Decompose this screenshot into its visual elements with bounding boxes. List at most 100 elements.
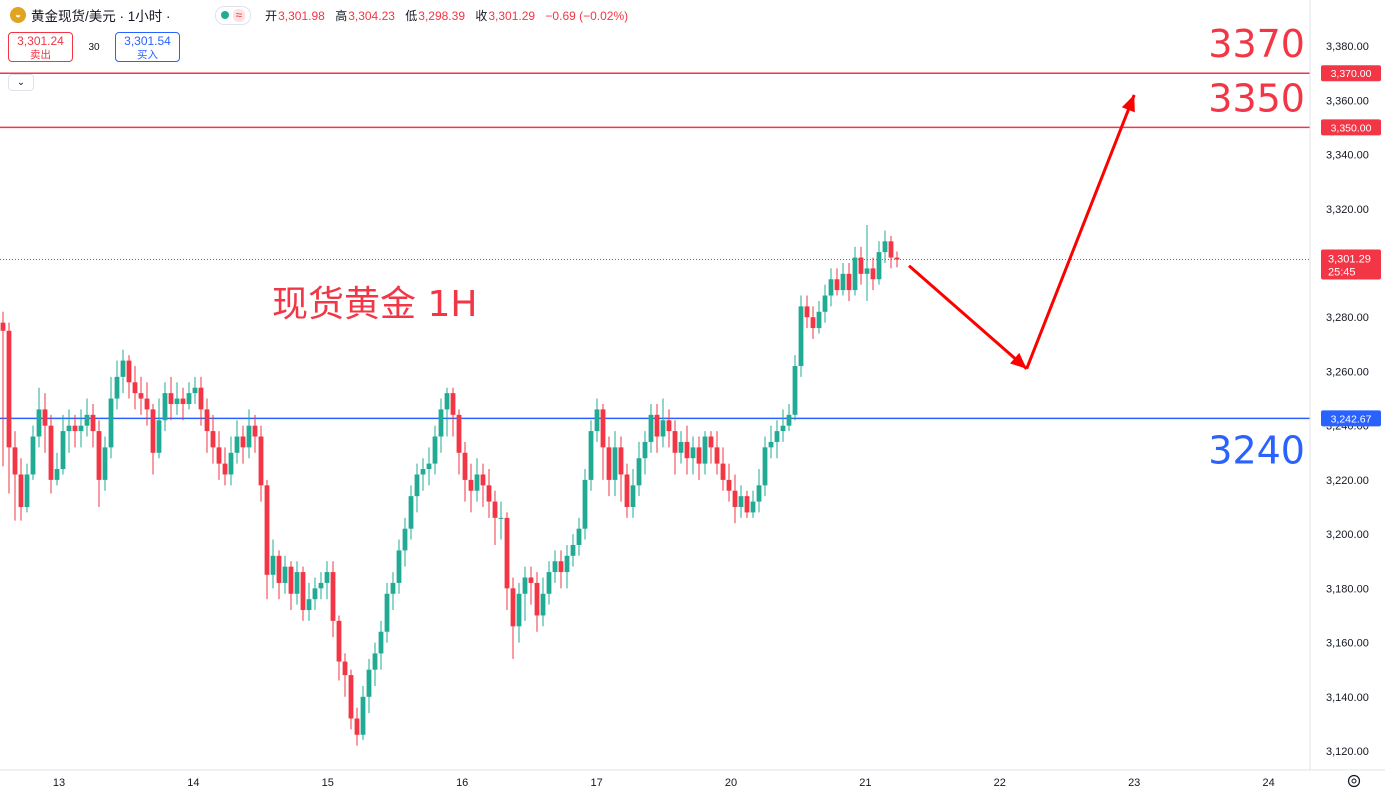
time-tick-label: 15 (322, 777, 334, 789)
time-axis[interactable]: 13 14 15 16 17 20 21 22 23 24 (53, 777, 1275, 789)
candle-body (486, 485, 492, 502)
symbol-title[interactable]: 黄金现货/美元 · 1小时 · (31, 9, 171, 24)
level-big-label: 3350 (1208, 76, 1305, 120)
candle-body (126, 360, 132, 383)
candle-body (306, 599, 312, 611)
trade-panel: 3,301.24 卖出 30 3,301.54 买入 (8, 32, 180, 62)
candle-body (504, 517, 510, 589)
candle-body (90, 414, 96, 432)
candle-body (678, 441, 684, 453)
level-price-tag-label: 3,350.00 (1331, 122, 1372, 134)
settings-gear-icon[interactable] (1347, 774, 1361, 788)
candle-body (414, 474, 420, 497)
current-price-tag (1321, 249, 1381, 280)
candle-body (252, 425, 258, 437)
candle-body (726, 479, 732, 491)
level-big-label: 3240 (1208, 428, 1305, 472)
candle-body (828, 279, 834, 296)
candle-body (690, 447, 696, 459)
candle-body (462, 452, 468, 480)
candle-body (192, 387, 198, 394)
candle-body (714, 447, 720, 464)
candle-body (540, 593, 546, 616)
candle-body (420, 469, 426, 475)
spread-value: 30 (88, 41, 100, 53)
collapse-toggle[interactable]: ⌄ (8, 74, 34, 91)
candle-body (0, 322, 6, 331)
candle-body (168, 393, 174, 404)
price-tick-label: 3,160.00 (1326, 638, 1369, 650)
candle-body (240, 436, 246, 448)
candle-body (228, 452, 234, 475)
candle-body (234, 436, 240, 453)
candle-body (222, 463, 228, 475)
candle-body (816, 311, 822, 329)
candle-body (744, 496, 750, 513)
candle-body (888, 241, 894, 258)
high-value: 3,304.23 (348, 8, 395, 23)
sell-button[interactable]: 3,301.24 卖出 (8, 32, 73, 62)
price-tick-label: 3,360.00 (1326, 95, 1369, 107)
price-tick-label: 3,180.00 (1326, 583, 1369, 595)
candle-body (432, 436, 438, 464)
candle-body (30, 436, 36, 475)
candle-body (312, 588, 318, 600)
candle-body (738, 496, 744, 508)
market-status-pill[interactable]: ≈ (214, 5, 252, 25)
chevron-down-icon: ⌄ (16, 77, 26, 88)
candle-body (498, 517, 504, 519)
candle-body (558, 561, 564, 573)
candle-body (810, 317, 816, 329)
candle-body (438, 409, 444, 437)
candle-body (684, 441, 690, 459)
candle-body (444, 393, 450, 410)
forecast-arrow-up-head (1121, 94, 1135, 113)
sell-price: 3,301.24 (17, 34, 64, 48)
candle-body (336, 620, 342, 662)
candle-body (198, 387, 204, 410)
candle-body (366, 669, 372, 697)
candle-body (798, 306, 804, 367)
forecast-arrow-down-head (1010, 352, 1027, 369)
candle-body (720, 463, 726, 480)
price-axis[interactable]: 3,120.00 3,140.00 3,160.00 3,180.00 3,200.00… (1326, 41, 1369, 758)
candle-body (516, 593, 522, 627)
candle-body (660, 420, 666, 437)
time-tick-label: 22 (994, 777, 1006, 789)
high-label: 高 (335, 8, 348, 23)
candle-body (342, 661, 348, 676)
level-price-tag (1321, 410, 1381, 427)
open-label: 开 (265, 8, 278, 23)
candle-body (78, 425, 84, 432)
candle-body (48, 425, 54, 480)
candle-body (102, 447, 108, 480)
candle-body (120, 360, 126, 377)
candle-body (156, 420, 162, 453)
candle-body (150, 409, 156, 453)
candle-body (846, 273, 852, 291)
candle-body (894, 257, 900, 260)
candle-body (780, 425, 786, 432)
candle-body (612, 447, 618, 480)
candle-body (792, 366, 798, 415)
candle-body (324, 572, 330, 583)
candle-body (390, 582, 396, 594)
price-tick-label: 3,220.00 (1326, 475, 1369, 487)
candle-body (348, 675, 354, 719)
candle-body (750, 501, 756, 513)
time-tick-label: 16 (456, 777, 468, 789)
candle-body (12, 447, 18, 475)
candle-body (594, 409, 600, 432)
candle-body (258, 436, 264, 486)
close-value: 3,301.29 (488, 8, 536, 23)
candle-body (42, 409, 48, 426)
price-tick-label: 3,340.00 (1326, 150, 1369, 162)
level-price-tag-label: 3,242.67 (1331, 413, 1372, 425)
candle-body (384, 593, 390, 632)
forecast-arrow-down (908, 264, 1028, 370)
buy-button[interactable]: 3,301.54 买入 (115, 32, 180, 62)
candle-body (696, 447, 702, 464)
candle-body (570, 544, 576, 556)
